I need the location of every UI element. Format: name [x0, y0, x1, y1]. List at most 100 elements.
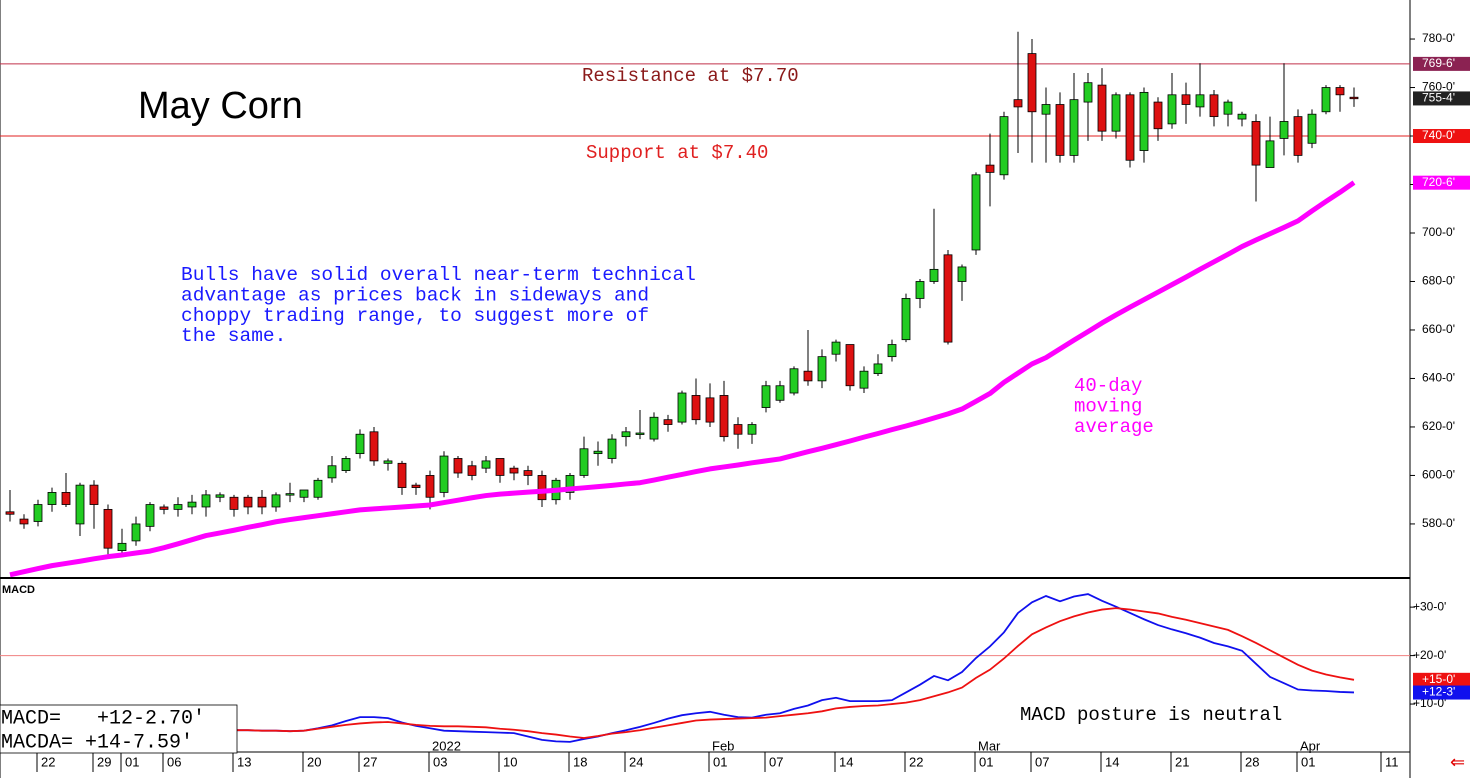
macd-title: MACD — [2, 584, 35, 596]
candle-body — [1055, 104, 1065, 156]
candle-body — [47, 492, 57, 505]
candle-body — [831, 341, 841, 355]
candle-body — [635, 432, 645, 435]
x-tick-label: 13 — [237, 754, 251, 769]
month-label: 2022 — [432, 738, 461, 753]
candle-body — [1027, 53, 1037, 113]
chart-title: May Corn — [138, 85, 303, 127]
candle-body — [1181, 94, 1191, 105]
candle-body — [845, 344, 855, 387]
x-tick-label: 01 — [713, 754, 727, 769]
x-tick-label: 03 — [433, 754, 447, 769]
y-tick-label: 660-0' — [1422, 322, 1455, 336]
ma-label: 40-day — [1074, 375, 1142, 397]
candle-body — [103, 508, 113, 549]
candle-body — [453, 458, 463, 474]
candle-body — [999, 116, 1009, 176]
scroll-arrow[interactable]: ⇐ — [1450, 752, 1465, 772]
candle-body — [1083, 82, 1093, 103]
x-tick-label: 06 — [167, 754, 181, 769]
macd-tick-label: +10-0' — [1413, 696, 1446, 710]
candle-body — [1013, 99, 1023, 108]
candle-body — [1223, 101, 1233, 115]
x-tick-label: 01 — [979, 754, 993, 769]
candle-body — [1293, 116, 1303, 156]
candle-body — [593, 450, 603, 455]
candle-body — [131, 523, 141, 542]
candle-body — [1167, 94, 1177, 125]
candle-body — [215, 494, 225, 498]
value-tag — [1413, 129, 1470, 144]
candle-body — [33, 504, 43, 522]
macd-readout: MACD= +12-2.70' — [1, 707, 205, 730]
candle-body — [607, 438, 617, 459]
y-tick-label: 600-0' — [1422, 468, 1455, 482]
value-tag — [1413, 672, 1470, 687]
candle-body — [159, 506, 169, 510]
x-tick-label: 28 — [1245, 754, 1259, 769]
month-label: Mar — [978, 738, 1001, 753]
macd-line — [234, 593, 1355, 743]
candle-body — [19, 518, 29, 525]
candle-body — [509, 467, 519, 474]
candle-body — [117, 542, 127, 552]
candle-body — [327, 465, 337, 479]
value-tag-label: 755-4' — [1422, 91, 1455, 105]
value-tag — [1413, 91, 1470, 106]
candle-body — [1195, 94, 1205, 108]
moving-average — [9, 180, 1356, 578]
candle-body — [355, 433, 365, 455]
readout-box — [0, 704, 238, 754]
x-tick-label: 01 — [1301, 754, 1315, 769]
candle-body — [89, 484, 99, 505]
candle-body — [1139, 91, 1149, 151]
macd-note: MACD posture is neutral — [1020, 704, 1282, 726]
y-tick-label: 680-0' — [1422, 274, 1455, 288]
candle-body — [5, 511, 15, 515]
candle-body — [439, 455, 449, 493]
candle-body — [929, 268, 939, 282]
candle-body — [1209, 94, 1219, 118]
candle-body — [649, 416, 659, 440]
candle-body — [663, 419, 673, 425]
candle-body — [1153, 101, 1163, 130]
candle-body — [467, 465, 477, 476]
candle-body — [859, 370, 869, 389]
x-tick-label: 01 — [125, 754, 139, 769]
x-tick-label: 07 — [769, 754, 783, 769]
x-tick-label: 29 — [97, 754, 111, 769]
candle-body — [383, 460, 393, 464]
commentary: advantage as prices back in sideways and — [181, 284, 649, 306]
x-tick-label: 14 — [839, 754, 853, 769]
candle-body — [719, 395, 729, 438]
candle-body — [1069, 99, 1079, 156]
candle-body — [271, 494, 281, 508]
candle-body — [1041, 104, 1051, 115]
candle-body — [1335, 87, 1345, 96]
y-tick-label: 620-0' — [1422, 419, 1455, 433]
value-tag-label: +12-3' — [1422, 685, 1455, 699]
y-tick-label: 780-0' — [1422, 31, 1455, 45]
ma-label: average — [1074, 416, 1154, 438]
candle-body — [145, 504, 155, 527]
value-tag-label: +15-0' — [1422, 672, 1455, 686]
month-label: Apr — [1300, 738, 1321, 753]
candle-body — [173, 504, 183, 510]
candle-body — [425, 475, 435, 498]
candle-body — [775, 385, 785, 401]
candle-body — [229, 496, 239, 510]
candle-body — [1237, 113, 1247, 120]
candle-body — [873, 363, 883, 375]
candle-body — [243, 496, 253, 508]
value-tag-label: 740-0' — [1422, 128, 1455, 142]
macd-tick-label: +20-0' — [1413, 648, 1446, 662]
candle-body — [915, 281, 925, 299]
month-label: Feb — [712, 738, 734, 753]
candle-body — [1265, 140, 1275, 168]
candle-body — [789, 368, 799, 394]
value-tag — [1413, 685, 1470, 700]
candle-body — [75, 484, 85, 525]
x-tick-label: 10 — [503, 754, 517, 769]
candle-body — [887, 344, 897, 358]
